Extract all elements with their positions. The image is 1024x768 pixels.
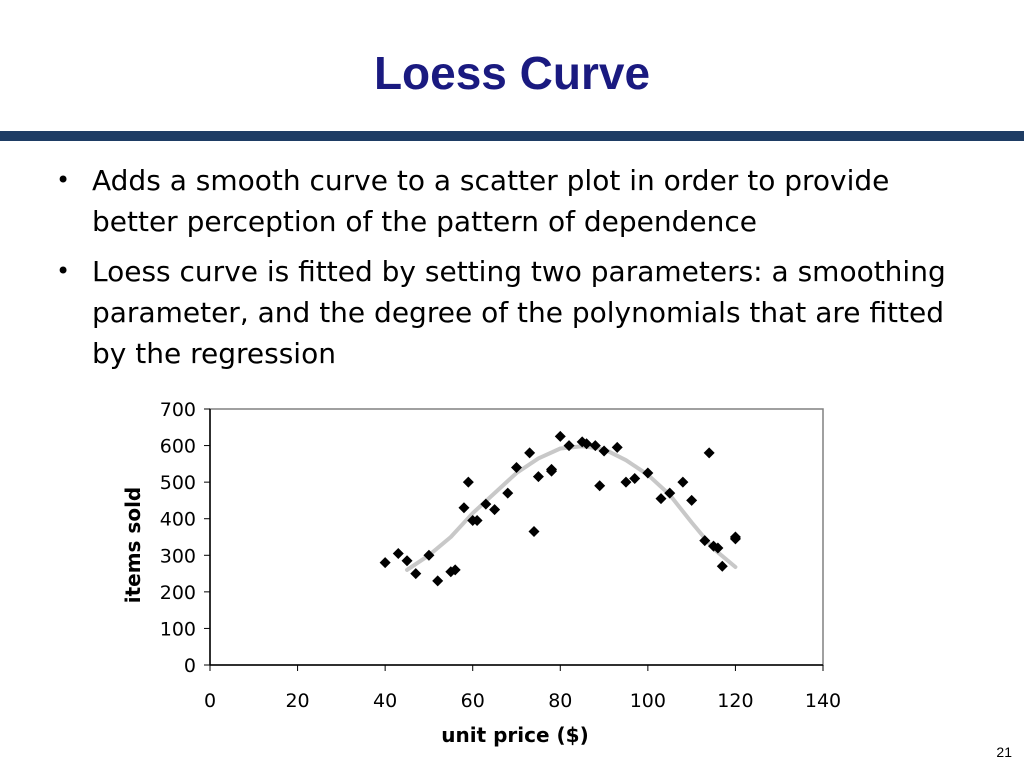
data-point	[620, 476, 632, 488]
y-axis-title: items sold	[121, 487, 145, 604]
data-point	[729, 533, 741, 545]
bullet-text: Loess curve is fitted by setting two par…	[92, 255, 946, 370]
x-tick-label: 120	[717, 690, 753, 712]
y-tick-label: 500	[160, 472, 196, 494]
x-tick-label: 140	[805, 690, 841, 712]
data-point	[462, 476, 474, 488]
data-point	[589, 440, 601, 452]
data-point	[554, 430, 566, 442]
data-point	[642, 467, 654, 479]
title-divider	[0, 131, 1024, 141]
y-tick-label: 400	[160, 509, 196, 531]
data-point	[471, 515, 483, 527]
page-number: 21	[996, 744, 1012, 760]
data-point	[664, 487, 676, 499]
bullet-item: • Loess curve is fitted by setting two p…	[54, 251, 974, 374]
x-tick-label: 60	[461, 690, 485, 712]
data-point	[458, 502, 470, 514]
bullet-marker: •	[56, 166, 71, 194]
y-tick-label: 600	[160, 436, 196, 458]
x-tick-label: 20	[285, 690, 309, 712]
data-point	[581, 438, 593, 450]
data-point	[392, 547, 404, 559]
data-point	[480, 498, 492, 510]
data-point	[611, 441, 623, 453]
y-tick-label: 300	[160, 545, 196, 567]
bullet-item: • Adds a smooth curve to a scatter plot …	[54, 160, 974, 242]
bullet-list: • Adds a smooth curve to a scatter plot …	[54, 160, 974, 383]
bullet-text: Adds a smooth curve to a scatter plot in…	[92, 164, 890, 238]
y-tick-label: 200	[160, 582, 196, 604]
loess-curve	[405, 444, 738, 572]
data-point	[598, 445, 610, 457]
data-point	[410, 568, 422, 580]
data-point	[379, 557, 391, 569]
data-point	[546, 465, 558, 477]
data-point	[677, 476, 689, 488]
slide-title: Loess Curve	[373, 47, 651, 99]
data-point	[423, 549, 435, 561]
data-point	[655, 493, 667, 505]
data-point	[594, 480, 606, 492]
data-point	[712, 542, 724, 554]
data-point	[524, 447, 536, 459]
data-point	[703, 447, 715, 459]
y-tick-label: 100	[160, 618, 196, 640]
x-tick-label: 80	[548, 690, 572, 712]
data-point	[489, 504, 501, 516]
data-point	[563, 440, 575, 452]
data-point	[528, 526, 540, 538]
data-point	[449, 564, 461, 576]
bullet-marker: •	[56, 257, 71, 285]
x-tick-label: 0	[204, 690, 216, 712]
x-tick-label: 100	[630, 690, 666, 712]
data-point	[432, 575, 444, 587]
data-point	[629, 472, 641, 484]
y-tick-label: 700	[160, 399, 196, 421]
data-point	[716, 560, 728, 572]
data-point	[401, 555, 413, 567]
x-tick-label: 40	[373, 690, 397, 712]
data-point	[502, 487, 514, 499]
y-tick-label: 0	[184, 655, 196, 677]
data-point	[532, 471, 544, 483]
data-point	[699, 535, 711, 547]
data-point	[511, 462, 522, 474]
x-axis-title: unit price ($)	[441, 723, 588, 747]
data-point	[686, 494, 698, 506]
